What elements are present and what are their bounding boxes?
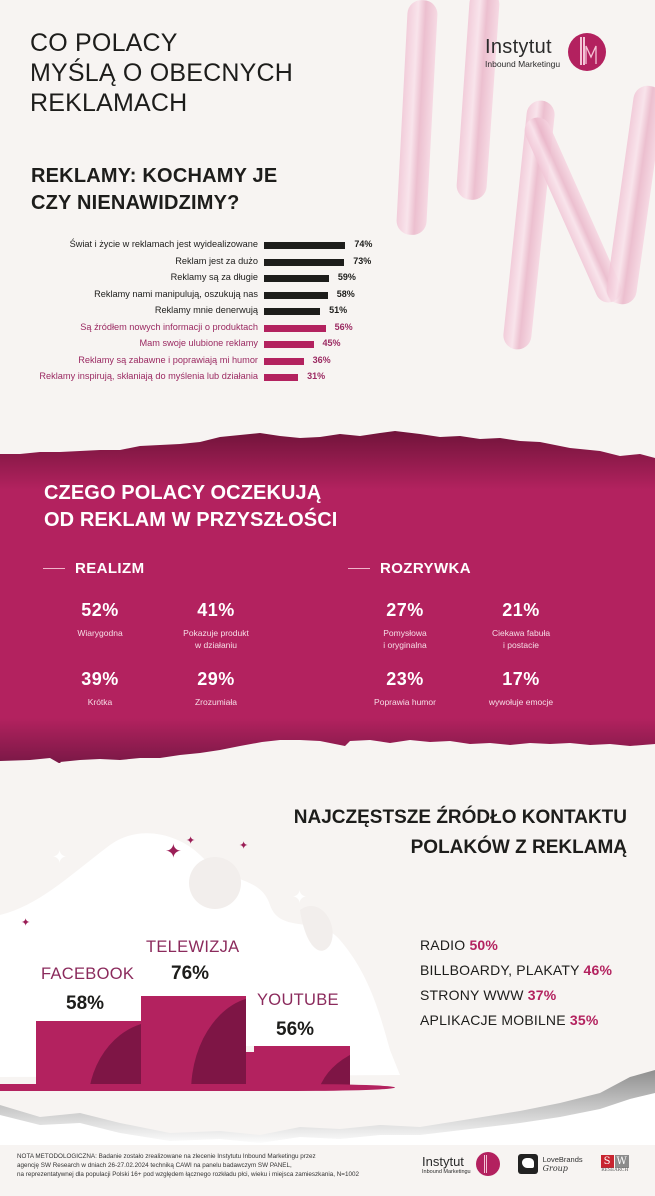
bar-label: Reklam jest za dużo [175, 255, 258, 266]
logo-mark-icon [475, 1152, 500, 1176]
section-title-contact-source: NAJCZĘSTSZE ŹRÓDŁO KONTAKTU POLAKÓW Z RE… [293, 807, 627, 858]
torn-paper-edge-top [0, 428, 655, 490]
bar [264, 275, 329, 282]
sparkle-icon: ✦ [21, 917, 31, 929]
bar [264, 258, 345, 266]
sparkle-icon: ✦ [52, 847, 68, 867]
bar [264, 242, 346, 249]
bar-value: 45% [322, 338, 341, 348]
bar-label: Mam swoje ulubione reklamy [139, 338, 258, 348]
bar-label: Reklamy są za długie [170, 272, 258, 282]
stat-story: 21% Ciekawa fabuła i postacie [491, 600, 551, 650]
stat-emotions: 17% wywołuje emocje [488, 669, 554, 707]
podium-value-youtube: 56% [276, 1019, 315, 1040]
partner-logos: Instytut Inbound Marketingu LoveBrands G… [422, 1152, 629, 1176]
bar-row: Świat i życie w reklamach jest wyidealiz… [0, 238, 420, 255]
bar-row: Reklamy inspirują, skłaniają do myślenia… [0, 370, 420, 387]
bar-value: 58% [336, 288, 355, 299]
logo-mark-icon [568, 33, 607, 71]
bar-value: 51% [329, 305, 348, 315]
brand-logo: Instytut Inbound Marketingu [485, 33, 607, 71]
opinion-bar-chart: Świat i życie w reklamach jest wyidealiz… [0, 238, 420, 387]
bar [264, 324, 326, 332]
sparkle-icon: ✦ [239, 840, 249, 852]
logo-name: Instytut [485, 35, 552, 58]
logo-subtitle: Inbound Marketingu [485, 58, 561, 69]
torn-paper-edge-footer [0, 1070, 655, 1145]
sparkle-icon: ✦ [186, 835, 196, 847]
expectations-section [0, 428, 655, 763]
bar-label: Są źródłem nowych informacji o produktac… [80, 321, 258, 332]
list-item: STRONY WWW 37% [420, 987, 557, 1003]
brush-stroke-decoration [604, 83, 655, 307]
section-title-love-hate: REKLAMY: KOCHAMY JE CZY NIENAWIDZIMY? [31, 165, 278, 214]
list-item: RADIO 50% [420, 937, 499, 953]
methodology-note: NOTA METODOLOGICZNA: Badanie zostało zre… [17, 1153, 359, 1178]
podium-value-tv: 76% [171, 963, 210, 984]
podium-label-facebook: FACEBOOK [41, 965, 135, 983]
bar-label: Reklamy inspirują, skłaniają do myślenia… [39, 371, 258, 381]
brush-stroke-decoration [395, 0, 439, 236]
stat-creative: 27% Pomysłowa i oryginalna [383, 600, 427, 650]
stat-shows-product: 41% Pokazuje produkt w działaniu [183, 600, 249, 650]
brush-stroke-decoration [455, 0, 501, 201]
bar-label: Świat i życie w reklamach jest wyidealiz… [69, 239, 258, 249]
blob-decoration [0, 833, 400, 1077]
divider [43, 567, 65, 570]
podium-base [0, 1084, 395, 1091]
bar [264, 291, 328, 299]
bar-row: Mam swoje ulubione reklamy 45% [0, 337, 420, 354]
bar-value: 73% [353, 255, 372, 266]
bar [264, 308, 321, 315]
speech-bubble-heart-icon [517, 1154, 538, 1174]
stat-credible: 52% Wiarygodna [77, 600, 123, 638]
bar [264, 341, 314, 348]
bar [264, 374, 299, 381]
list-item: APLIKACJE MOBILNE 35% [420, 1012, 599, 1028]
divider [348, 567, 370, 570]
bar-label: Reklamy mnie denerwują [154, 305, 258, 315]
bar-label: Reklamy nami manipulują, oszukują nas [94, 288, 258, 299]
footer-logo-lovebrands: LoveBrands Group [517, 1154, 583, 1174]
podium-label-youtube: YOUTUBE [257, 991, 339, 1009]
podium-label-tv: TELEWIZJA [146, 938, 240, 956]
bar-value: 56% [334, 321, 353, 332]
bar-value: 74% [354, 239, 373, 249]
footer-logo-iim: Instytut Inbound Marketingu [422, 1152, 500, 1176]
stat-understandable: 29% Zrozumiała [194, 669, 238, 707]
bar-row: Są źródłem nowych informacji o produktac… [0, 321, 420, 338]
bar-value: 31% [307, 371, 326, 381]
bar-value: 36% [312, 354, 331, 365]
torn-paper-edge-bottom [0, 718, 655, 763]
bar-row: Reklamy nami manipulują, oszukują nas 58% [0, 288, 420, 305]
stat-short: 39% Krótka [81, 669, 119, 707]
sparkle-icon: ✦ [165, 841, 182, 863]
page-title: CO POLACY MYŚLĄ O OBECNYCH REKLAMACH [30, 29, 293, 117]
bar-row: Reklam jest za dużo 73% [0, 255, 420, 272]
stat-humor: 23% Poprawia humor [374, 669, 436, 707]
sparkle-icon: ✦ [292, 887, 308, 907]
bar-label: Reklamy są zabawne i poprawiają mi humor [78, 354, 258, 365]
podium-block-facebook [36, 1021, 141, 1087]
section-title-expectations: CZEGO POLACY OCZEKUJĄ OD REKLAM W PRZYSZ… [44, 482, 338, 531]
bar-row: Reklamy są zabawne i poprawiają mi humor… [0, 354, 420, 371]
list-item: BILLBOARDY, PLAKATY 46% [420, 962, 613, 978]
bar-value: 59% [337, 272, 356, 282]
podium-value-facebook: 58% [66, 993, 105, 1014]
category-header-realism: REALIZM [43, 560, 144, 577]
podium-block-tv [141, 996, 246, 1087]
bar [264, 357, 304, 365]
other-sources-list: RADIO 50% BILLBOARDY, PLAKATY 46% STRONY… [420, 933, 612, 1033]
category-header-entertainment: ROZRYWKA [348, 560, 471, 577]
footer-logo-sw-research: S W RESEARCH [600, 1155, 629, 1173]
podium-block-youtube [246, 1046, 350, 1087]
bar-row: Reklamy mnie denerwują 51% [0, 304, 420, 321]
bar-row: Reklamy są za długie 59% [0, 271, 420, 288]
